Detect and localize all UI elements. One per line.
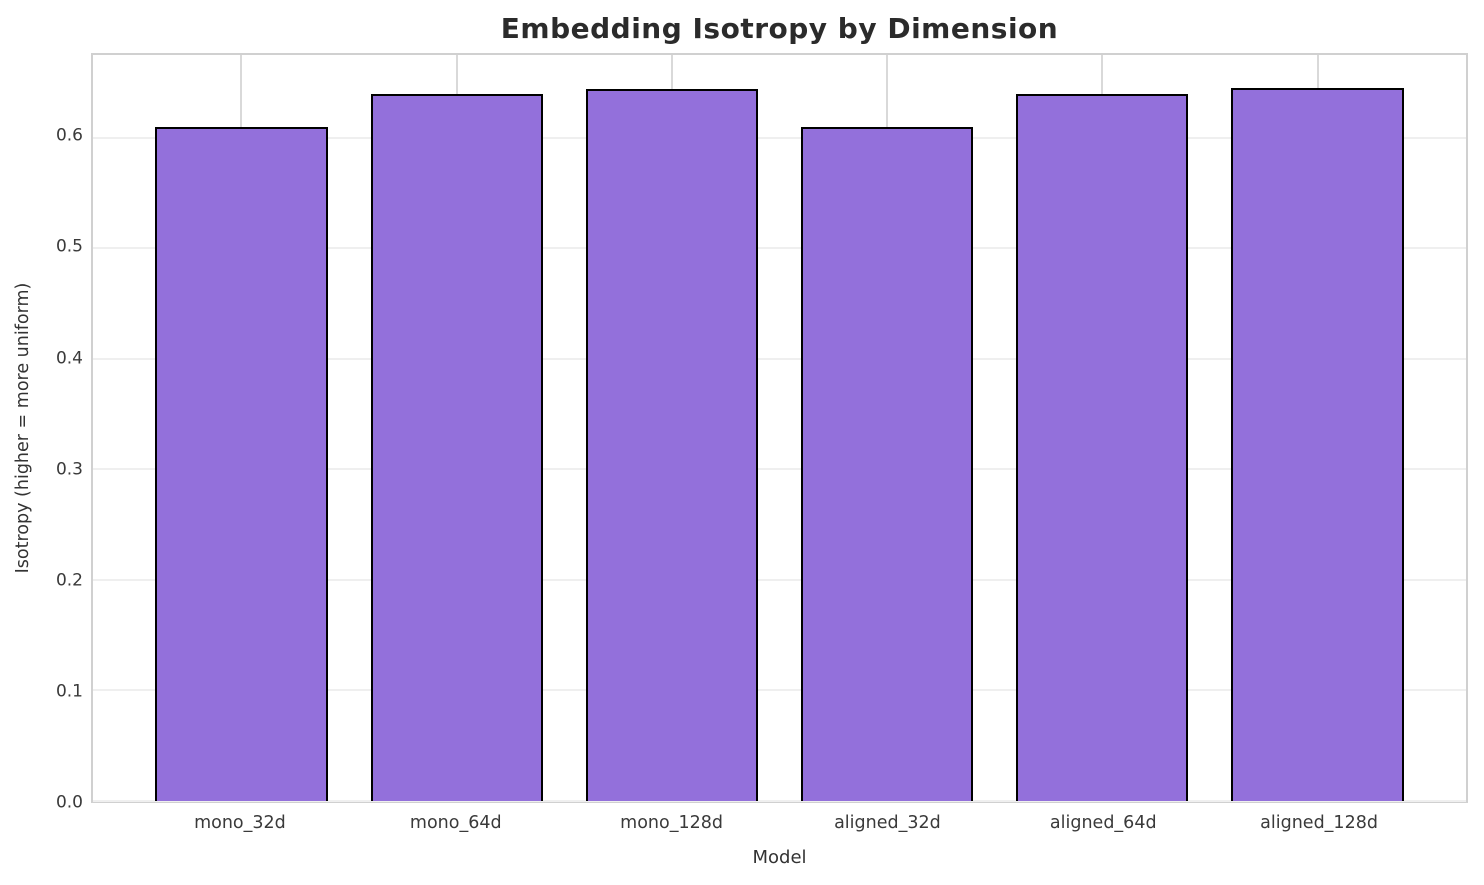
y-tick-label: 0.6 [55, 125, 83, 146]
x-tick-label: mono_32d [194, 813, 286, 833]
gridline-horizontal [93, 689, 1466, 692]
gridline-horizontal [93, 136, 1466, 139]
gridline-horizontal [93, 468, 1466, 471]
x-tick-label: mono_64d [409, 813, 502, 833]
gridline-horizontal [93, 800, 1466, 802]
bar-aligned_64d [1016, 93, 1189, 801]
x-tick-label: aligned_128d [1260, 813, 1378, 833]
y-tick-label: 0.5 [55, 236, 83, 257]
gridline-horizontal [93, 247, 1466, 250]
bar-mono_32d [155, 126, 328, 801]
bar-mono_64d [370, 93, 543, 801]
x-tick-label: aligned_32d [834, 813, 941, 833]
y-tick-label: 0.0 [55, 792, 83, 813]
bar-aligned_32d [801, 126, 974, 801]
plot-area [91, 53, 1468, 803]
gridline-horizontal [93, 357, 1466, 360]
y-tick-label: 0.3 [55, 459, 83, 480]
chart-title: Embedding Isotropy by Dimension [500, 12, 1059, 45]
x-axis-tick-labels: mono_32d mono_64d mono_128d aligned_32d alig… [91, 810, 1468, 836]
y-axis-label: Isotropy (higher = more uniform) [13, 282, 33, 574]
bar-mono_128d [585, 89, 758, 801]
y-tick-label: 0.4 [55, 348, 83, 369]
gridline-horizontal [93, 578, 1466, 581]
x-tick-label: mono_128d [620, 813, 723, 833]
y-axis-tick-labels: 0.0 0.1 0.2 0.3 0.4 0.5 0.6 [0, 53, 83, 811]
y-tick-label: 0.2 [55, 570, 83, 591]
x-tick-label: aligned_64d [1049, 813, 1157, 833]
y-tick-label: 0.1 [55, 681, 83, 702]
x-axis-label: Model [752, 847, 807, 868]
bar-aligned_128d [1231, 88, 1404, 801]
